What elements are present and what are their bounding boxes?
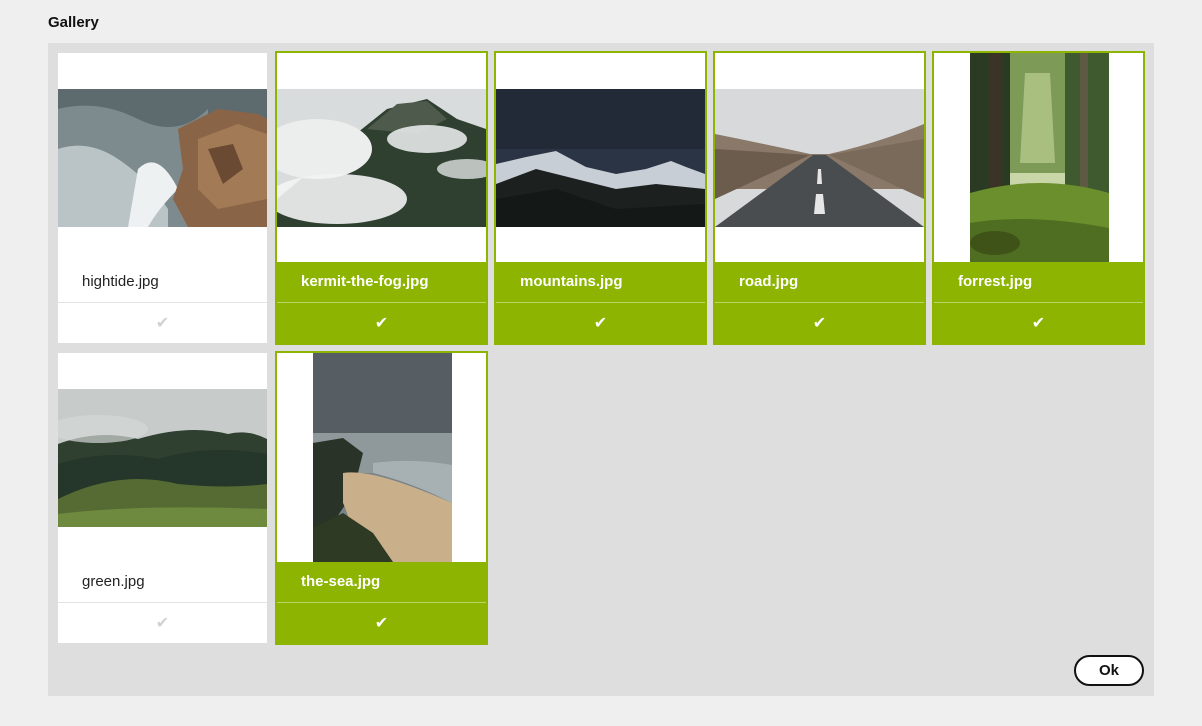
forrest-image: [970, 53, 1109, 262]
hightide-image: [58, 89, 267, 227]
check-icon[interactable]: ✔: [277, 302, 486, 343]
item-label: road.jpg: [715, 262, 924, 302]
check-icon[interactable]: ✔: [58, 302, 267, 343]
ok-button[interactable]: Ok: [1074, 655, 1144, 686]
check-icon[interactable]: ✔: [496, 302, 705, 343]
thumbnail: [496, 53, 705, 262]
item-label: forrest.jpg: [934, 262, 1143, 302]
check-icon[interactable]: ✔: [277, 602, 486, 643]
dialog-title: Gallery: [48, 14, 99, 31]
item-label: the-sea.jpg: [277, 562, 486, 602]
check-icon[interactable]: ✔: [934, 302, 1143, 343]
thumbnail: [715, 53, 924, 262]
item-label: kermit-the-fog.jpg: [277, 262, 486, 302]
gallery-item-green[interactable]: green.jpg ✔: [58, 353, 267, 643]
gallery-item-hightide[interactable]: hightide.jpg ✔: [58, 53, 267, 343]
gallery-panel: hightide.jpg ✔ kermit-the-fog.jpg ✔: [48, 43, 1154, 696]
item-label: mountains.jpg: [496, 262, 705, 302]
gallery-grid: hightide.jpg ✔ kermit-the-fog.jpg ✔: [48, 43, 1154, 696]
green-image: [58, 389, 267, 527]
thumbnail: [58, 353, 267, 562]
road-image: [715, 89, 924, 227]
the-sea-image: [313, 353, 452, 562]
gallery-item-mountains[interactable]: mountains.jpg ✔: [494, 51, 707, 345]
thumbnail: [277, 53, 486, 262]
kermit-the-fog-image: [277, 89, 486, 227]
item-label: hightide.jpg: [82, 273, 159, 290]
thumbnail: [58, 53, 267, 262]
mountains-image: [496, 89, 705, 227]
gallery-item-forrest[interactable]: forrest.jpg ✔: [932, 51, 1145, 345]
gallery-item-road[interactable]: road.jpg ✔: [713, 51, 926, 345]
thumbnail: [934, 53, 1143, 262]
gallery-item-kermit-the-fog[interactable]: kermit-the-fog.jpg ✔: [275, 51, 488, 345]
check-icon[interactable]: ✔: [58, 602, 267, 643]
item-label: green.jpg: [82, 573, 145, 590]
thumbnail: [277, 353, 486, 562]
gallery-item-the-sea[interactable]: the-sea.jpg ✔: [275, 351, 488, 645]
check-icon[interactable]: ✔: [715, 302, 924, 343]
